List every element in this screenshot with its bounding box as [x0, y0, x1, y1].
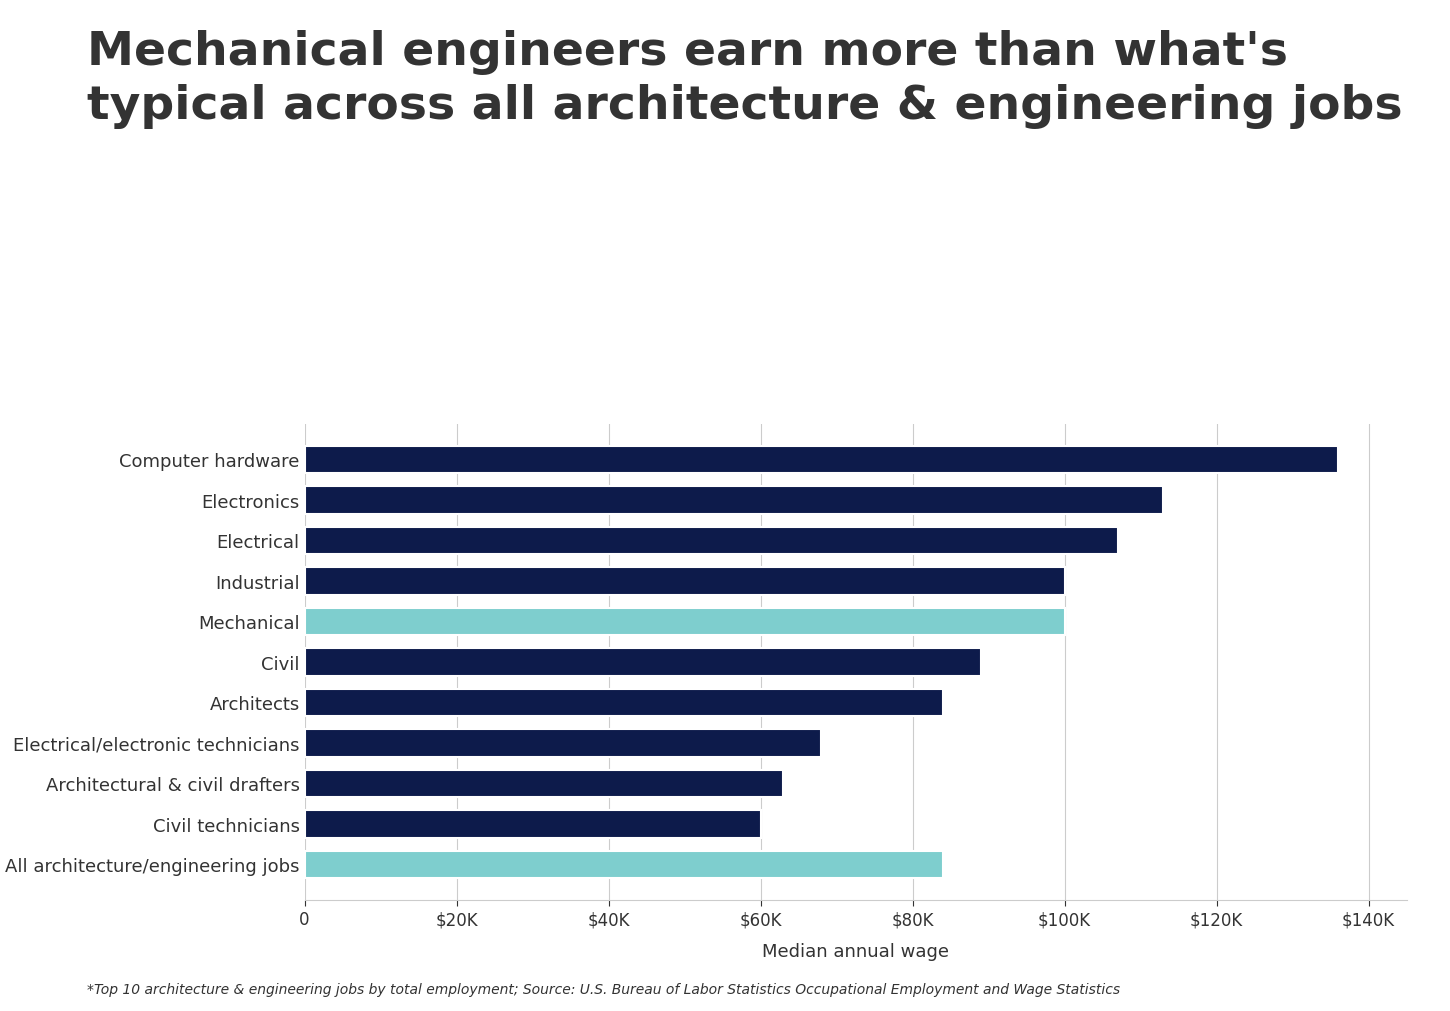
Bar	[304, 729, 821, 757]
Bar	[304, 527, 1118, 555]
Bar	[304, 850, 943, 879]
Bar	[304, 688, 943, 717]
Bar	[304, 769, 783, 798]
Bar	[304, 608, 1064, 636]
Text: Mechanical engineers earn more than what's
typical across all architecture & eng: Mechanical engineers earn more than what…	[87, 30, 1402, 129]
Bar	[304, 486, 1163, 515]
Bar	[304, 567, 1064, 595]
Bar	[304, 648, 980, 676]
X-axis label: Median annual wage: Median annual wage	[763, 942, 948, 960]
Bar	[304, 446, 1338, 474]
Text: *Top 10 architecture & engineering jobs by total employment; Source: U.S. Bureau: *Top 10 architecture & engineering jobs …	[87, 982, 1119, 996]
Bar	[304, 810, 760, 838]
